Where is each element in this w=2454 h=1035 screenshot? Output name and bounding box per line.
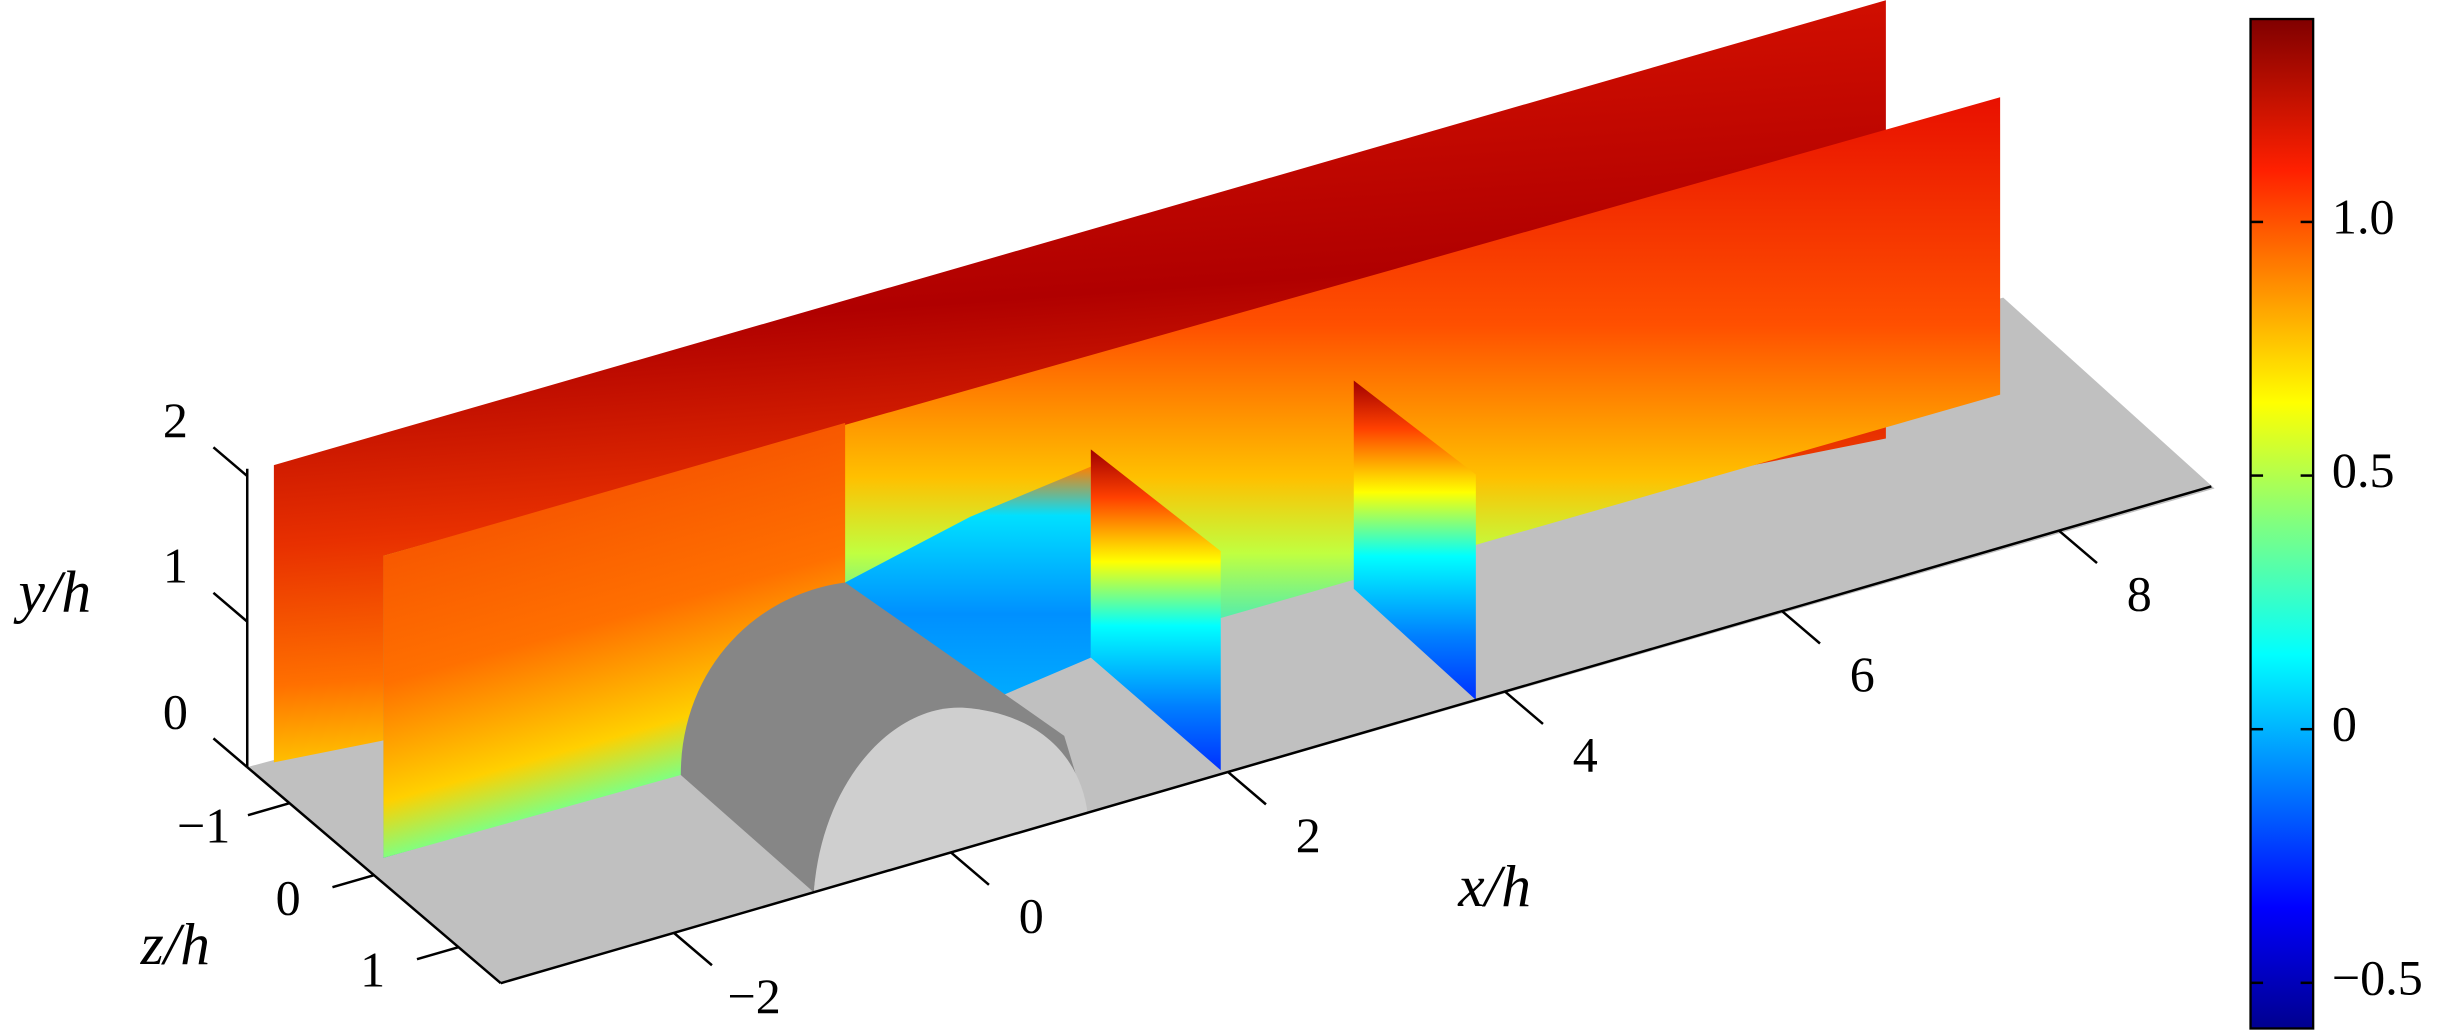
y-tick-label: 0 xyxy=(163,683,188,739)
hill-side xyxy=(680,582,1088,893)
y-tick-label: 2 xyxy=(163,392,188,448)
z-tick-label: 1 xyxy=(360,942,385,998)
front-plane-upstream xyxy=(383,422,846,858)
z-tick xyxy=(247,801,290,817)
x-tick-label: 6 xyxy=(1850,646,1875,702)
x-tick xyxy=(673,931,713,967)
y-tick xyxy=(212,737,249,769)
x-tick xyxy=(1781,610,1821,645)
z-tick xyxy=(416,945,459,961)
cut-plane xyxy=(1090,449,1221,771)
colorbar xyxy=(2249,17,2315,1030)
x-tick xyxy=(2058,529,2098,564)
z-tick-label: 0 xyxy=(276,870,301,926)
x-axis-line xyxy=(500,485,2212,985)
cut-plane xyxy=(1353,380,1476,700)
y-tick xyxy=(212,446,249,478)
z-tick xyxy=(332,873,375,889)
y-tick-label: 1 xyxy=(163,538,188,594)
colorbar-tick-label: 0.5 xyxy=(2332,442,2395,498)
colorbar-tick-label: 1.0 xyxy=(2332,188,2395,244)
x-tick-label: 8 xyxy=(2127,566,2152,622)
z-tick-label: −1 xyxy=(177,798,230,854)
z-axis-label: z/h xyxy=(140,911,210,977)
x-tick xyxy=(950,851,990,886)
colorbar-tick-label: 0 xyxy=(2332,696,2357,752)
x-tick-label: 0 xyxy=(1019,887,1044,943)
y-axis-label: y/h xyxy=(13,559,91,625)
x-tick-label: 4 xyxy=(1573,726,1598,782)
x-tick xyxy=(1227,771,1267,806)
x-tick-label: 2 xyxy=(1296,807,1321,863)
colorbar-tick-label: −0.5 xyxy=(2332,949,2423,1005)
recirculation-zone xyxy=(845,466,1091,713)
x-tick-label: −2 xyxy=(728,968,781,1024)
x-axis-label: x/h xyxy=(1457,853,1531,919)
x-tick xyxy=(1504,690,1544,725)
y-tick xyxy=(212,591,249,623)
hill-front xyxy=(813,707,1088,893)
